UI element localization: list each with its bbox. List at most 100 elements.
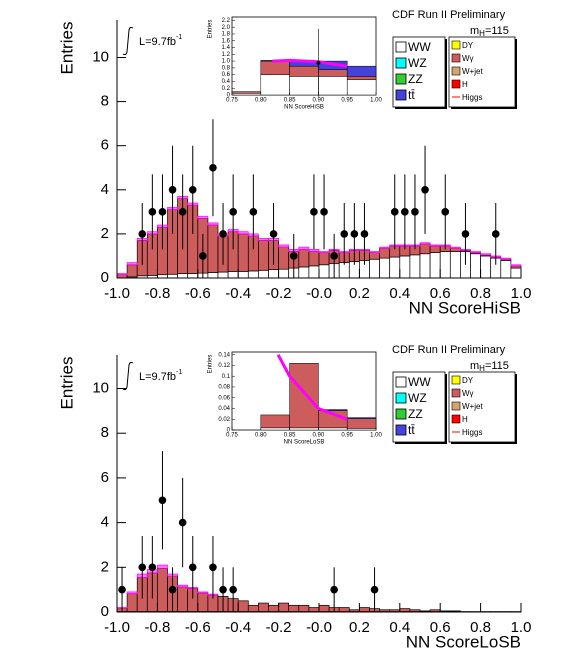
data-point <box>138 230 147 238</box>
stack-bar <box>177 586 189 612</box>
stack-bar <box>260 427 290 431</box>
x-axis-title: NN ScoreHiSB <box>284 105 324 111</box>
stack-bar <box>338 262 350 279</box>
y-tick-label: 4 <box>101 514 109 531</box>
data-point <box>310 208 318 216</box>
data-point <box>491 230 500 238</box>
lumi-label: L=9.7fb-1 <box>139 369 182 383</box>
stack-bar <box>480 255 492 279</box>
data-point <box>229 585 237 594</box>
signal-bar <box>379 246 391 249</box>
y-tick-label: 10 <box>92 379 109 396</box>
x-tick-label: -0.6 <box>185 285 211 302</box>
legend-label: Higgs <box>462 428 482 437</box>
x-tick-label: 0.95 <box>341 98 353 104</box>
signal-bar <box>258 237 269 241</box>
stack-bar <box>227 271 239 279</box>
signal-bar <box>308 248 320 252</box>
stack-bar <box>318 604 330 612</box>
lumi-text: L=9.7fb <box>139 371 176 383</box>
stack-bar <box>308 251 320 267</box>
signal-bar <box>419 242 431 245</box>
stack-bar <box>346 418 377 429</box>
y-tick-label: 8 <box>101 93 109 110</box>
stack-bar <box>231 93 262 96</box>
signal-bar <box>116 273 128 276</box>
legend-label: Wγ <box>462 389 474 398</box>
integral-sign <box>122 361 134 391</box>
x-axis-title: NN ScoreLoSB <box>284 440 325 446</box>
stack-bar <box>419 253 431 279</box>
y-tick-label: 6 <box>101 137 109 154</box>
y-tick-label: 4 <box>101 181 109 198</box>
y-tick-label: 0.8 <box>222 65 231 71</box>
legend-swatch <box>451 40 461 50</box>
x-tick-label: 1.0 <box>511 619 532 636</box>
stack-bar <box>318 427 348 431</box>
y-tick-label: 2 <box>101 558 109 575</box>
mass-subscript: H <box>479 364 485 373</box>
data-point <box>249 208 258 216</box>
legend-swatch <box>395 424 407 436</box>
mass-symbol: m <box>470 360 479 372</box>
signal-bar <box>500 257 512 260</box>
stack-bar <box>289 65 319 77</box>
legend-label: WZ <box>408 56 427 70</box>
signal-bar <box>449 246 461 249</box>
data-point <box>421 185 429 194</box>
y-tick-label: 0.08 <box>218 385 230 391</box>
stack-bar <box>247 604 259 612</box>
signal-bar <box>237 231 249 235</box>
stack-bar <box>298 248 310 268</box>
signal-bar <box>177 584 189 588</box>
stack-bar <box>260 74 290 96</box>
stack-bar <box>318 264 330 279</box>
legend-swatch <box>395 41 407 53</box>
data-point <box>158 496 167 505</box>
data-point <box>219 230 227 238</box>
data-point <box>209 163 217 172</box>
data-point <box>148 563 157 572</box>
y-tick-label: 0.4 <box>222 79 231 85</box>
legend-swatch <box>451 66 461 76</box>
stack-bar <box>439 251 451 279</box>
y-tick-label: 1.4 <box>222 45 231 51</box>
stack-bar <box>389 609 401 612</box>
stack-bar <box>399 255 411 279</box>
data-point <box>316 60 321 65</box>
stack-bar <box>237 600 249 612</box>
data-point <box>188 185 197 194</box>
data-point <box>188 563 197 572</box>
y-axis-title: Entries <box>208 20 214 39</box>
legend-swatch <box>395 392 407 404</box>
stack-bar <box>237 233 249 272</box>
stack-bar <box>429 609 441 612</box>
data-point <box>269 230 278 238</box>
legend-label: tt̄ <box>408 88 415 102</box>
x-tick-label: 1.00 <box>370 98 382 104</box>
data-point <box>330 252 338 260</box>
stack-bar <box>187 273 199 279</box>
y-axis-title: Entries <box>57 357 76 410</box>
legend-label: ZZ <box>408 407 423 421</box>
data-point <box>209 563 217 572</box>
stack-bar <box>177 273 189 279</box>
signal-line <box>272 58 348 68</box>
data-point <box>350 230 359 238</box>
legend-label: WW <box>408 375 431 389</box>
stack-bar <box>237 271 249 279</box>
legend-swatch <box>451 401 461 411</box>
data-point <box>219 585 227 594</box>
stack-bar <box>449 251 461 279</box>
data-point <box>168 585 177 594</box>
y-tick-label: 1.0 <box>222 59 231 65</box>
y-tick-label: 1.8 <box>222 32 231 38</box>
x-tick-label: 0.8 <box>470 285 491 302</box>
stack-bar <box>318 409 348 411</box>
stack-bar <box>197 592 209 612</box>
legend-label: W+jet <box>462 67 483 76</box>
mass-symbol: m <box>470 25 479 37</box>
data-point <box>330 585 338 594</box>
legend-label: Wγ <box>462 54 474 63</box>
legend-label: ZZ <box>408 72 423 86</box>
